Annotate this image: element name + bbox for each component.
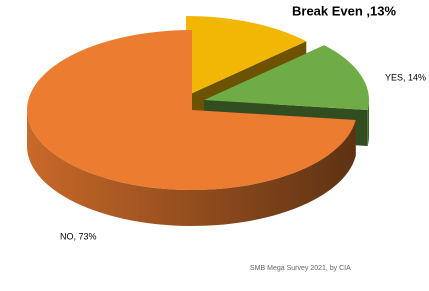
caption: SMB Mega Survey 2021, by CIA — [250, 265, 351, 272]
pie-wall — [27, 110, 356, 226]
pie-wall — [367, 100, 369, 147]
pie-slice — [204, 45, 369, 111]
pie-tops — [27, 16, 369, 190]
pie-slice — [186, 16, 307, 96]
pie-slice — [27, 30, 356, 190]
data-label: NO, 73% — [60, 231, 97, 241]
data-label: Break Even ,13% — [292, 3, 397, 18]
data-label: YES, 14% — [385, 72, 426, 82]
